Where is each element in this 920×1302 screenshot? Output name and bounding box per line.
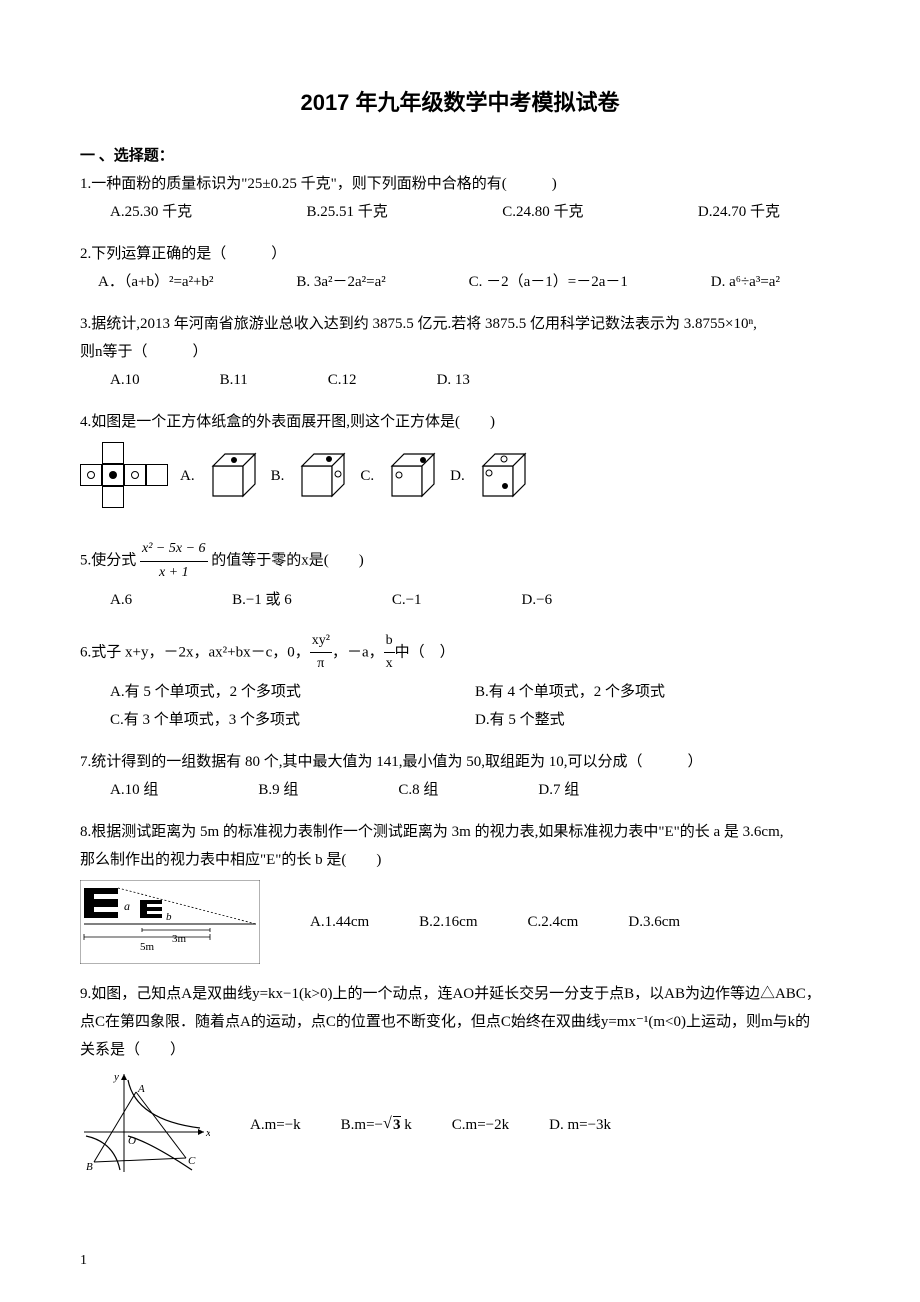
q6-opt-c: C.有 3 个单项式，3 个多项式: [110, 708, 475, 732]
q8-text-1: 8.根据测试距离为 5m 的标准视力表制作一个测试距离为 3m 的视力表,如果标…: [80, 820, 840, 844]
q7-opt-c: C.8 组: [398, 778, 438, 802]
q9-text-3: 关系是（ ）: [80, 1038, 840, 1062]
q1-text: 1.一种面粉的质量标识为"25±0.25 千克"，则下列面粉中合格的有( ): [80, 172, 840, 196]
q4-opt-b-label: B.: [271, 464, 285, 488]
q5-opt-b: B.−1 或 6: [232, 588, 292, 612]
q4-text: 4.如图是一个正方体纸盒的外表面展开图,则这个正方体是( ): [80, 410, 840, 434]
svg-text:a: a: [124, 899, 130, 913]
q4-cube-a: [205, 448, 261, 504]
section-heading: 一 、选择题：: [80, 144, 840, 168]
svg-text:5m: 5m: [140, 941, 155, 953]
q5-fraction: x² − 5x − 6 x + 1: [140, 538, 208, 584]
q5-text: 5.使分式 x² − 5x − 6 x + 1 的值等于零的x是( ): [80, 538, 840, 584]
q2-text: 2.下列运算正确的是（ ）: [80, 242, 840, 266]
svg-text:y: y: [113, 1071, 119, 1083]
q3-text-2: 则n等于（ ）: [80, 340, 840, 364]
q9-opt-c: C.m=−2k: [452, 1113, 509, 1137]
q8-opt-c: C.2.4cm: [528, 910, 579, 934]
q3-opt-b: B.11: [220, 368, 248, 392]
q7-text: 7.统计得到的一组数据有 80 个,其中最大值为 141,最小值为 50,取组距…: [80, 750, 840, 774]
q6-opt-b: B.有 4 个单项式，2 个多项式: [475, 680, 840, 704]
q5-opt-a: A.6: [110, 588, 132, 612]
q7-opt-d: D.7 组: [538, 778, 579, 802]
q1-opt-c: C.24.80 千克: [502, 200, 583, 224]
q1-opt-d: D.24.70 千克: [698, 200, 780, 224]
q4-cube-c: [384, 448, 440, 504]
q5-opt-d: D.−6: [522, 588, 553, 612]
svg-text:B: B: [86, 1161, 93, 1173]
q4-opt-d-label: D.: [450, 464, 465, 488]
question-3: 3.据统计,2013 年河南省旅游业总收入达到约 3875.5 亿元.若将 38…: [80, 312, 840, 392]
svg-text:x: x: [205, 1127, 210, 1139]
page-number: 1: [80, 1250, 87, 1272]
q9-opt-a: A.m=−k: [250, 1113, 301, 1137]
question-8: 8.根据测试距离为 5m 的标准视力表制作一个测试距离为 3m 的视力表,如果标…: [80, 820, 840, 964]
svg-text:b: b: [166, 911, 172, 923]
q3-opt-d: D. 13: [437, 368, 470, 392]
question-4: 4.如图是一个正方体纸盒的外表面展开图,则这个正方体是( ) A. B.: [80, 410, 840, 510]
q4-cube-d: [475, 448, 531, 504]
q5-opt-c: C.−1: [392, 588, 422, 612]
q9-opt-d: D. m=−3k: [549, 1113, 611, 1137]
question-7: 7.统计得到的一组数据有 80 个,其中最大值为 141,最小值为 50,取组距…: [80, 750, 840, 802]
q2-opt-d: D. a⁶÷a³=a²: [711, 270, 780, 294]
q4-cube-b: [294, 448, 350, 504]
q3-opt-c: C.12: [328, 368, 357, 392]
q3-opt-a: A.10: [110, 368, 140, 392]
question-1: 1.一种面粉的质量标识为"25±0.25 千克"，则下列面粉中合格的有( ) A…: [80, 172, 840, 224]
q9-opt-b: B.m=−√3 k: [341, 1113, 412, 1137]
q2-opt-a: A．（a+b）²=a²+b²: [98, 270, 214, 294]
q9-text-2: 点C在第四象限．随着点A的运动，点C的位置也不断变化，但点C始终在双曲线y=mx…: [80, 1010, 840, 1034]
q8-opt-d: D.3.6cm: [628, 910, 680, 934]
q8-text-2: 那么制作出的视力表中相应"E"的长 b 是( ): [80, 848, 840, 872]
q6-frac2: bx: [384, 630, 395, 676]
q8-eye-chart-diagram: a b 5m 3m: [80, 880, 260, 964]
q6-opt-d: D.有 5 个整式: [475, 708, 840, 732]
question-2: 2.下列运算正确的是（ ） A．（a+b）²=a²+b² B. 3a²－2a²=…: [80, 242, 840, 294]
q3-text-1: 3.据统计,2013 年河南省旅游业总收入达到约 3875.5 亿元.若将 38…: [80, 312, 840, 336]
q2-opt-c: C. －2（a－1）=－2a－1: [469, 270, 628, 294]
q6-frac1: xy²π: [310, 630, 332, 676]
q6-opt-a: A.有 5 个单项式，2 个多项式: [110, 680, 475, 704]
q2-opt-b: B. 3a²－2a²=a²: [296, 270, 385, 294]
page-title: 2017 年九年级数学中考模拟试卷: [80, 85, 840, 120]
q9-hyperbola-diagram: x y O A B C: [80, 1070, 210, 1180]
q4-opt-a-label: A.: [180, 464, 195, 488]
q6-text: 6.式子 x+y，－2x，ax²+bx－c，0，xy²π，－a，bx中（ ）: [80, 630, 840, 676]
svg-text:A: A: [137, 1083, 145, 1095]
q8-opt-b: B.2.16cm: [419, 910, 477, 934]
q9-text-1: 9.如图，己知点A是双曲线y=kx−1(k>0)上的一个动点，连AO并延长交另一…: [80, 982, 840, 1006]
question-9: 9.如图，己知点A是双曲线y=kx−1(k>0)上的一个动点，连AO并延长交另一…: [80, 982, 840, 1180]
q1-opt-a: A.25.30 千克: [110, 200, 192, 224]
q1-opt-b: B.25.51 千克: [307, 200, 388, 224]
q7-opt-b: B.9 组: [258, 778, 298, 802]
svg-text:3m: 3m: [172, 933, 187, 945]
q8-opt-a: A.1.44cm: [310, 910, 369, 934]
q4-opt-c-label: C.: [360, 464, 374, 488]
q4-net-diagram: [80, 442, 170, 510]
q7-opt-a: A.10 组: [110, 778, 158, 802]
svg-text:C: C: [188, 1155, 196, 1167]
question-5: 5.使分式 x² − 5x − 6 x + 1 的值等于零的x是( ) A.6 …: [80, 538, 840, 612]
question-6: 6.式子 x+y，－2x，ax²+bx－c，0，xy²π，－a，bx中（ ） A…: [80, 630, 840, 732]
